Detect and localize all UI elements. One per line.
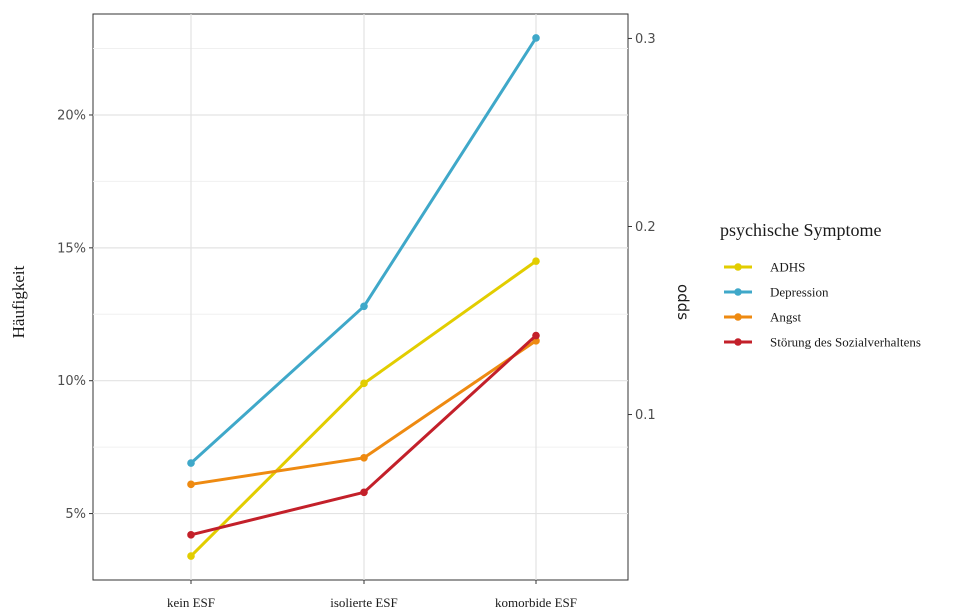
plot-panel xyxy=(92,13,629,581)
data-point xyxy=(532,331,540,340)
gridlines xyxy=(93,14,628,580)
legend-key-point xyxy=(734,338,742,346)
legend-item: Angst xyxy=(724,310,801,325)
y-tick-label: 20% xyxy=(57,108,86,123)
legend: psychische Symptome ADHS Depression Angst S… xyxy=(720,220,921,350)
series-angst xyxy=(187,337,540,489)
data-point xyxy=(187,552,195,560)
legend-label: Depression xyxy=(770,285,829,300)
legend-item: Depression xyxy=(724,285,829,300)
data-point xyxy=(360,302,368,311)
y-axis-title: Häufigkeit xyxy=(9,265,28,338)
y-tick-label: 10% xyxy=(57,374,86,389)
data-point xyxy=(532,257,540,265)
right-y-axis: 0.1 0.2 0.3 xyxy=(628,32,656,423)
y2-tick-label: 0.2 xyxy=(635,220,656,235)
series-layer xyxy=(187,34,540,560)
series-depression xyxy=(187,34,540,467)
x-tick-label: komorbide ESF xyxy=(495,595,577,610)
legend-label: ADHS xyxy=(770,260,805,275)
data-point xyxy=(360,488,368,497)
y2-tick-label: 0.3 xyxy=(635,32,656,47)
data-point xyxy=(187,531,195,539)
data-point xyxy=(360,379,368,388)
data-point xyxy=(187,459,195,467)
series-adhs xyxy=(187,257,540,560)
x-tick-label: isolierte ESF xyxy=(330,595,398,610)
legend-key-point xyxy=(734,313,742,321)
data-point xyxy=(360,453,368,462)
legend-key-point xyxy=(734,263,742,271)
data-point xyxy=(187,480,195,489)
y-tick-label: 5% xyxy=(65,507,86,522)
legend-label: Störung des Sozialverhaltens xyxy=(770,335,921,350)
legend-item: ADHS xyxy=(724,260,805,275)
y2-tick-label: 0.1 xyxy=(635,408,656,423)
y-tick-label: 15% xyxy=(57,241,86,256)
legend-label: Angst xyxy=(770,310,801,325)
data-point xyxy=(532,34,540,42)
x-axis: kein ESF isolierte ESF komorbide ESF xyxy=(167,580,577,610)
series-st-rung-des-sozialverhaltens xyxy=(187,331,540,539)
legend-title: psychische Symptome xyxy=(720,220,881,240)
left-y-axis: 5% 10% 15% 20% xyxy=(57,108,93,522)
x-tick-label: kein ESF xyxy=(167,595,215,610)
legend-key-point xyxy=(734,288,742,296)
y2-axis-title: odds xyxy=(674,284,692,320)
legend-item: Störung des Sozialverhaltens xyxy=(724,335,921,350)
